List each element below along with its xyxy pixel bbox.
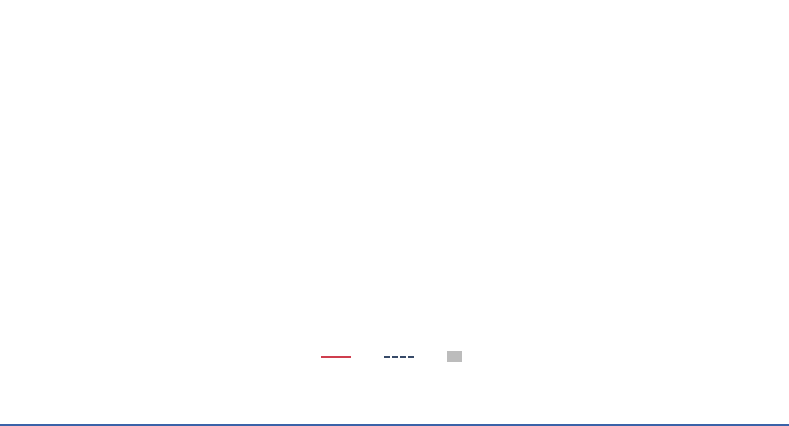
legend-item-hibor <box>446 351 469 362</box>
chart-legend <box>0 351 789 362</box>
red-line-swatch-icon <box>320 355 351 358</box>
footer-rule <box>0 424 789 426</box>
legend-item-usdhkd <box>383 355 421 358</box>
legend-item-pe <box>320 355 358 358</box>
navy-dashed-swatch-icon <box>383 355 414 358</box>
gray-area-swatch-icon <box>446 351 462 362</box>
